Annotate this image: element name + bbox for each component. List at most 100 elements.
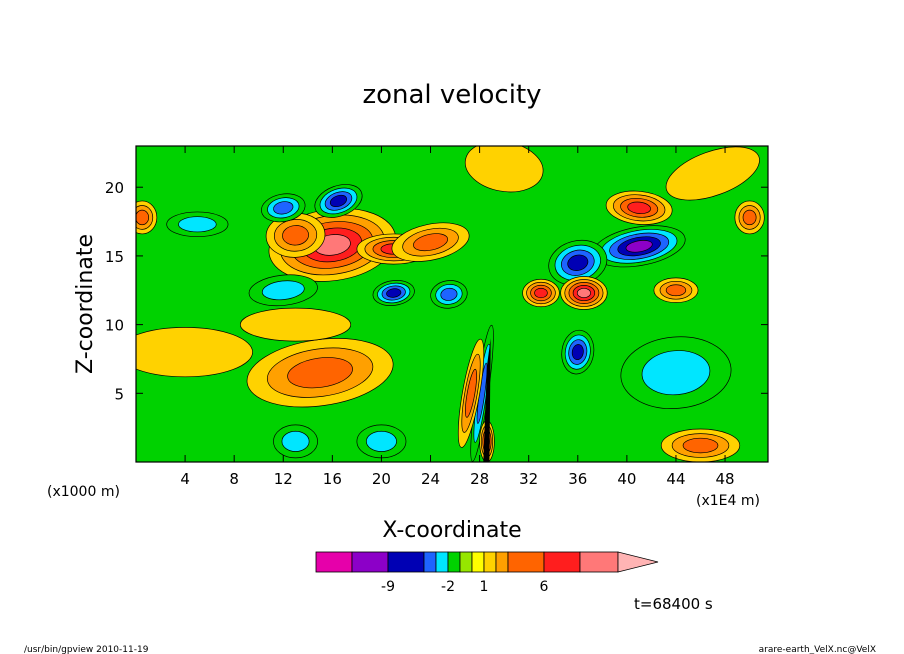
contour-band (665, 146, 760, 201)
y-tick-label: 15 (105, 248, 124, 266)
colorbar-swatch (471, 551, 485, 573)
x-tick-label: 16 (323, 470, 342, 488)
colorbar-swatch (435, 551, 449, 573)
contour-band (413, 233, 449, 252)
contour-cell (248, 274, 318, 307)
colorbar-swatch (483, 551, 497, 573)
x-tick-label: 44 (666, 470, 685, 488)
colorbar-tick-label: 6 (540, 579, 549, 595)
contour-cell (605, 190, 673, 225)
contour-band (287, 357, 353, 389)
contour-cell (457, 338, 485, 448)
contour-band (239, 307, 352, 342)
contour-cell (239, 307, 352, 342)
x-tick-label: 36 (568, 470, 587, 488)
contour-cell (391, 222, 470, 262)
contour-band (534, 287, 548, 299)
contour-cell (430, 280, 468, 309)
colorbar-swatch (579, 551, 619, 573)
footer-left: /usr/bin/gpview 2010-11-19 (24, 645, 149, 654)
chart-title: zonal velocity (362, 80, 541, 110)
contour-cell (136, 200, 158, 235)
x-unit-left: (x1000 m) (47, 484, 120, 500)
y-tick-label: 20 (105, 179, 124, 197)
contour-cell (560, 276, 608, 310)
x-tick-label: 24 (421, 470, 440, 488)
contour-cell (166, 211, 229, 238)
colorbar-tick-label: -2 (441, 579, 455, 595)
contour-band (136, 327, 253, 378)
contour-band (282, 225, 309, 246)
contour-cell (653, 277, 699, 303)
contour-cell (592, 225, 686, 268)
contour-cell (660, 428, 741, 462)
x-axis: 4 8 12 16 20 24 28 32 36 40 44 48 (180, 146, 735, 488)
contour-band (627, 201, 651, 215)
contour-band (386, 288, 402, 298)
colorbar-swatch (495, 551, 509, 573)
contour-band (178, 216, 217, 233)
contour-band (464, 146, 544, 193)
y-tick-label: 10 (105, 317, 124, 335)
contour-field (136, 146, 765, 462)
x-tick-label: 28 (470, 470, 489, 488)
contour-band (261, 280, 305, 301)
x-unit-right: (x1E4 m) (696, 493, 760, 509)
colorbar-swatch (423, 551, 437, 573)
contour-band (329, 194, 348, 208)
contour-cell (464, 146, 544, 193)
contour-band (576, 287, 591, 299)
colorbar: -9 -2 1 6 (315, 551, 659, 595)
contour-band (641, 350, 711, 396)
contour-cell (522, 278, 560, 308)
x-axis-label: X-coordinate (382, 518, 521, 543)
contour-band (571, 344, 584, 361)
contour-cell (314, 184, 363, 218)
colorbar-swatch (315, 551, 353, 573)
contour-cell (561, 329, 595, 375)
contour-cell (273, 424, 318, 459)
contour-band (742, 209, 757, 226)
x-tick-label: 12 (274, 470, 293, 488)
colorbar-swatch (387, 551, 425, 573)
x-tick-label: 8 (229, 470, 239, 488)
y-tick-label: 5 (114, 385, 124, 403)
contour-cell (734, 200, 765, 235)
time-label: t=68400 s (634, 595, 713, 613)
contour-cell (356, 424, 407, 459)
wave-core (483, 338, 491, 462)
y-axis: 5 10 15 20 (105, 179, 768, 403)
contour-cell (665, 146, 760, 201)
contour-cell (372, 280, 415, 306)
contour-band (365, 430, 397, 452)
y-axis-label: Z-coordinate (73, 234, 98, 374)
colorbar-tick-label: -9 (381, 579, 395, 595)
x-tick-label: 4 (180, 470, 190, 488)
contour-band (665, 284, 687, 297)
footer-right: arare-earth_VelX.nc@VelX (759, 645, 876, 654)
contour-band (440, 287, 458, 301)
x-tick-label: 20 (372, 470, 391, 488)
contour-band (567, 254, 589, 271)
colorbar-tick-label: 1 (480, 579, 489, 595)
colorbar-swatch (447, 551, 461, 573)
colorbar-swatch (459, 551, 473, 573)
contour-cell (548, 239, 608, 286)
x-tick-label: 40 (617, 470, 636, 488)
contour-cell (136, 327, 253, 378)
colorbar-swatch (543, 551, 581, 573)
contour-band (682, 437, 719, 454)
contour-band (625, 240, 653, 253)
contour-band (465, 368, 478, 418)
contour-band (273, 201, 294, 215)
plot-frame (135, 145, 769, 463)
x-tick-label: 32 (519, 470, 538, 488)
contour-cell (261, 193, 306, 223)
contour-cell (470, 324, 494, 462)
contour-band (136, 209, 150, 226)
contour-cell (620, 336, 732, 409)
contour-band (281, 430, 310, 452)
colorbar-swatch (351, 551, 389, 573)
x-tick-label: 48 (716, 470, 735, 488)
